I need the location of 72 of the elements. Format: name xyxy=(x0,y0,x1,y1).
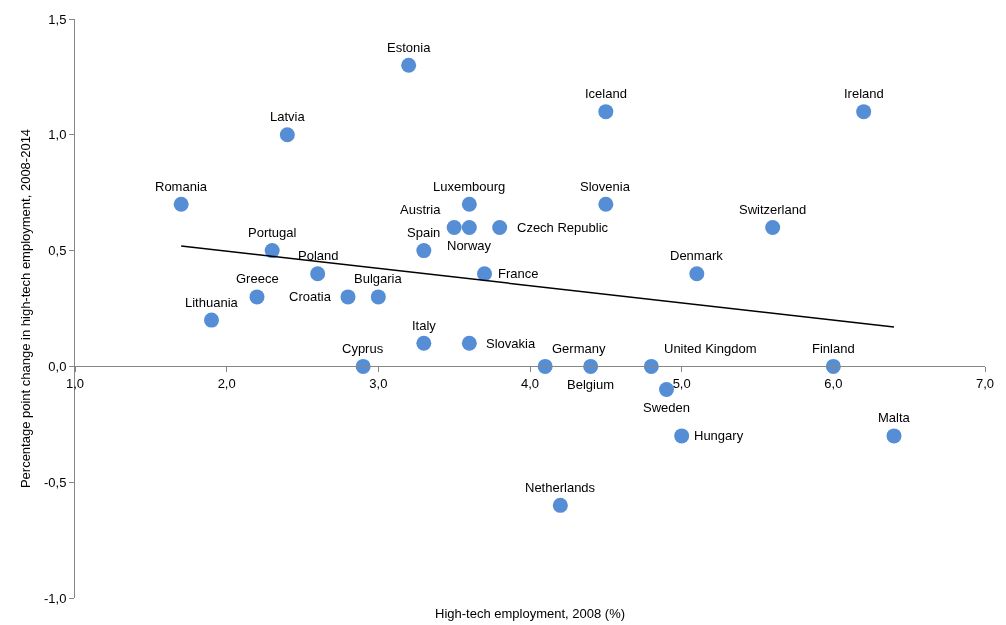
point xyxy=(765,219,781,235)
point xyxy=(340,289,356,305)
annotation: United Kingdom xyxy=(664,341,757,356)
annotation: Denmark xyxy=(670,248,724,263)
annotation: Italy xyxy=(412,318,437,333)
point xyxy=(416,243,432,259)
point xyxy=(173,196,189,212)
point xyxy=(552,497,568,513)
x-tick-label: 3,0 xyxy=(369,376,388,391)
point xyxy=(674,428,690,444)
annotation: Bulgaria xyxy=(354,271,403,286)
x-tick-label: 2,0 xyxy=(217,376,236,391)
annotation: Iceland xyxy=(585,86,627,101)
annotation: Netherlands xyxy=(525,480,596,495)
annotation: Malta xyxy=(878,410,911,425)
x-tick-label: 7,0 xyxy=(975,376,995,391)
point xyxy=(310,266,326,282)
annotation: Norway xyxy=(447,238,492,253)
annotation: Finland xyxy=(812,341,855,356)
point xyxy=(598,104,614,120)
point xyxy=(446,219,462,235)
point xyxy=(370,289,386,305)
annotation: Luxembourg xyxy=(433,179,506,194)
annotation: Germany xyxy=(552,341,606,356)
annotation: Portugal xyxy=(248,225,297,240)
y-tick-label: 1,0 xyxy=(48,127,67,143)
x-tick-label: 1,0 xyxy=(65,376,85,391)
y-tick-label: -0,5 xyxy=(43,474,67,490)
annotation: France xyxy=(498,266,539,281)
point xyxy=(659,382,674,398)
point xyxy=(886,428,902,444)
x-axis-title: High-tech employment, 2008 (%) xyxy=(435,606,626,621)
point xyxy=(492,219,508,235)
x-tick-label: 5,0 xyxy=(672,376,691,391)
x-tick-label: 6,0 xyxy=(824,376,843,391)
annotation: Croatia xyxy=(289,289,332,304)
annotation: Slovakia xyxy=(486,336,536,351)
y-tick-label: 0,0 xyxy=(48,358,67,374)
point xyxy=(689,266,705,282)
y-tick-label: 1,5 xyxy=(48,11,67,27)
annotation: Greece xyxy=(236,271,279,286)
y-tick-label: 0,5 xyxy=(48,243,67,259)
annotation: Estonia xyxy=(387,40,432,55)
annotation: Lithuania xyxy=(185,295,239,310)
annotation: Switzerland xyxy=(739,202,807,217)
annotation: Belgium xyxy=(567,377,614,392)
point xyxy=(401,57,417,73)
point xyxy=(249,289,265,305)
point xyxy=(598,196,614,212)
annotation: Poland xyxy=(298,248,339,263)
annotation: Cyprus xyxy=(342,341,384,356)
point xyxy=(279,127,295,143)
point xyxy=(204,312,219,328)
point xyxy=(416,335,432,351)
annotation: Hungary xyxy=(694,428,744,443)
point xyxy=(477,266,492,282)
point xyxy=(461,196,477,212)
annotation: Sweden xyxy=(643,400,690,415)
point xyxy=(461,219,477,235)
annotation: Austria xyxy=(400,202,442,217)
y-axis-title: Percentage point change in high-tech employment, 2008-2014 xyxy=(17,128,33,489)
annotation: Czech Republic xyxy=(517,220,609,235)
annotation: Romania xyxy=(155,179,208,194)
point xyxy=(856,104,872,120)
annotation: Latvia xyxy=(270,109,306,124)
annotation: Slovenia xyxy=(580,179,631,194)
point xyxy=(264,243,280,259)
point xyxy=(461,335,477,351)
annotation: Spain xyxy=(407,225,441,240)
y-tick-label: -1,0 xyxy=(43,590,67,606)
annotation: Ireland xyxy=(844,86,884,101)
x-tick-label: 4,0 xyxy=(520,376,540,391)
